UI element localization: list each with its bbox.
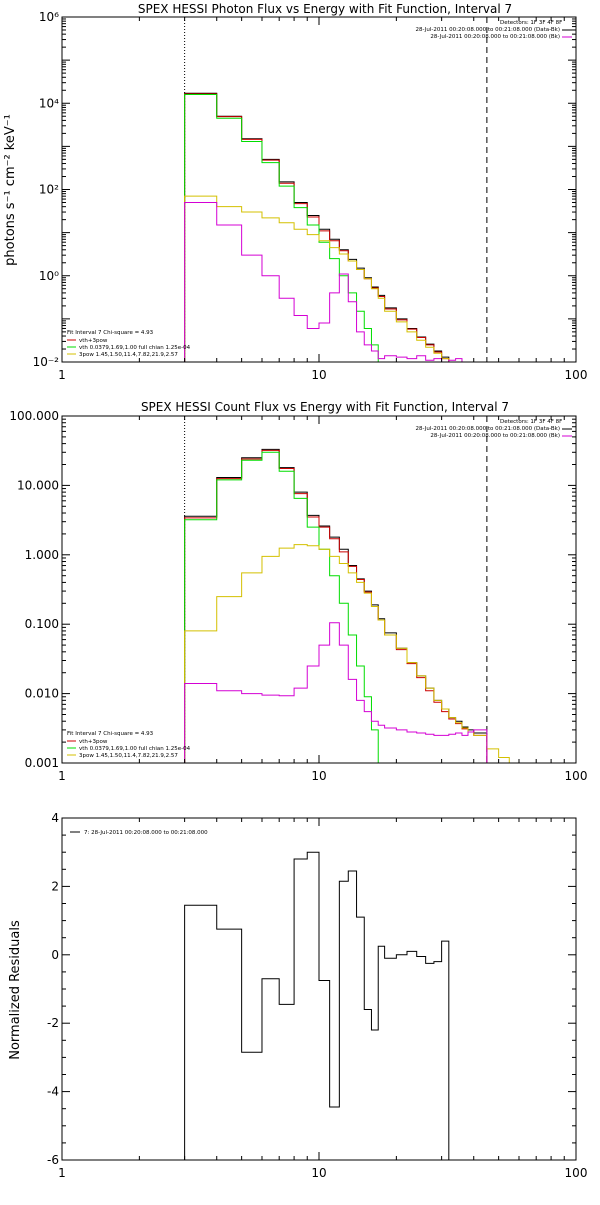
residuals-panel: 1 10 100 -6 -4 -2 0 2 4 Normalized Residuals 7: …	[8, 811, 587, 1180]
residuals-x-tick-label: 100	[565, 1166, 588, 1180]
residuals-series-7-28-jul-2011-00-20-08-000-to-00-21-08-000	[184, 851, 450, 1160]
photon-flux-x-tick-label: 100	[565, 368, 588, 382]
photon-flux-plot-frame	[61, 16, 577, 363]
residuals-y-tick-label: 0	[51, 948, 59, 962]
count-flux-y-tick-label: 1.000	[25, 548, 59, 562]
photon-flux-y-tick-label: 10²	[39, 183, 59, 197]
photon-flux-plot-area	[184, 17, 499, 362]
residuals-x-tick-label: 10	[311, 1166, 326, 1180]
count-flux-y-tick-label: 0.001	[25, 756, 59, 770]
residuals-axes: 1 10 100 -6 -4 -2 0 2 4	[47, 811, 587, 1180]
count-flux-title: SPEX HESSI Count Flux vs Energy with Fit…	[141, 400, 509, 414]
photon-flux-axes: 1 10 100 10⁻² 10⁰ 10² 10⁴ 10⁶	[33, 10, 588, 382]
count-flux-series-data-bk	[184, 448, 488, 763]
photon-flux-ylabel: photons s⁻¹ cm⁻² keV⁻¹	[3, 114, 18, 266]
photon-flux-series-group	[184, 17, 499, 362]
photon-flux-panel: SPEX HESSI Photon Flux vs Energy with Fi…	[3, 2, 587, 382]
count-flux-fit-header: Fit Interval 7 Chi-square = 4.93	[67, 731, 154, 737]
count-flux-x-tick-label: 10	[311, 769, 326, 783]
photon-flux-legend-bk-label: 28-Jul-2011 00:20:08.000 to 00:21:08.000…	[430, 34, 560, 40]
count-flux-series-vth	[184, 451, 487, 763]
photon-flux-detector-legend: Detectors: 1F 3F 4F 8F 28-Jul-2011 00:20…	[416, 20, 572, 40]
count-flux-y-tick-label: 0.010	[25, 687, 59, 701]
photon-flux-fit-total-label: vth+3pow	[79, 338, 108, 344]
count-flux-legend-data-label: 28-Jul-2011 00:20:08.000 to 00:21:08.000…	[416, 426, 561, 432]
residuals-legend: 7: 28-Jul-2011 00:20:08.000 to 00:21:08.…	[70, 830, 208, 836]
count-flux-detector-legend: Detectors: 1F 3F 4F 8F 28-Jul-2011 00:20…	[416, 419, 572, 439]
count-flux-fit-total-label: vth+3pow	[79, 739, 108, 745]
photon-flux-series-vth-3pow	[184, 93, 499, 362]
photon-flux-series-data-bk	[184, 92, 499, 362]
photon-flux-y-tick-label: 10⁶	[39, 10, 59, 24]
residuals-x-tick-label: 1	[58, 1166, 66, 1180]
count-flux-panel: SPEX HESSI Count Flux vs Energy with Fit…	[9, 400, 587, 783]
count-flux-series-3pow	[184, 544, 519, 763]
count-flux-series-group	[184, 416, 519, 763]
count-flux-series-vth-3pow	[184, 449, 488, 763]
count-flux-y-tick-label: 0.100	[25, 617, 59, 631]
photon-flux-series-3pow	[184, 195, 499, 362]
photon-flux-x-tick-label: 1	[58, 368, 66, 382]
residuals-y-tick-label: -4	[47, 1085, 59, 1099]
residuals-series-group	[184, 851, 450, 1160]
photon-flux-fit-header: Fit Interval 7 Chi-square = 4.93	[67, 330, 154, 336]
residuals-y-tick-label: 2	[51, 879, 59, 893]
residuals-legend-label: 7: 28-Jul-2011 00:20:08.000 to 00:21:08.…	[84, 830, 208, 836]
photon-flux-detectors-header: Detectors: 1F 3F 4F 8F	[500, 20, 562, 26]
count-flux-fit-3pow-label: 3pow 1.45,1.50,11.4,7.82,21.9,2.57	[79, 753, 178, 759]
photon-flux-y-tick-label: 10⁻²	[33, 355, 60, 369]
count-flux-legend-bk-label: 28-Jul-2011 00:20:08.000 to 00:21:08.000…	[430, 433, 560, 439]
photon-flux-legend-data-label: 28-Jul-2011 00:20:08.000 to 00:21:08.000…	[416, 27, 561, 33]
photon-flux-y-tick-label: 10⁴	[39, 96, 59, 110]
photon-flux-series-vth	[184, 93, 499, 362]
count-flux-series-bk	[184, 622, 488, 763]
photon-flux-fit-legend: Fit Interval 7 Chi-square = 4.93 vth+3po…	[67, 330, 191, 358]
residuals-plot-area	[184, 851, 450, 1160]
residuals-y-tick-label: -2	[47, 1016, 59, 1030]
photon-flux-fit-vth-label: vth 0.0379,1.69,1.00 full chian 1.25e-04	[79, 345, 191, 351]
photon-flux-y-tick-label: 10⁰	[39, 269, 59, 283]
photon-flux-x-tick-label: 10	[311, 368, 326, 382]
count-flux-x-tick-label: 100	[565, 769, 588, 783]
count-flux-plot-area	[184, 416, 519, 763]
count-flux-y-tick-label: 10.000	[17, 478, 59, 492]
count-flux-fit-legend: Fit Interval 7 Chi-square = 4.93 vth+3po…	[67, 731, 191, 759]
count-flux-x-tick-label: 1	[58, 769, 66, 783]
count-flux-detectors-header: Detectors: 1F 3F 4F 8F	[500, 419, 562, 425]
photon-flux-series-bk	[184, 201, 499, 362]
count-flux-fit-vth-label: vth 0.0379,1.69,1.00 full chian 1.25e-04	[79, 746, 191, 752]
residuals-y-tick-label: -6	[47, 1153, 59, 1167]
photon-flux-title: SPEX HESSI Photon Flux vs Energy with Fi…	[138, 2, 512, 16]
count-flux-plot-frame	[61, 415, 577, 764]
photon-flux-fit-3pow-label: 3pow 1.45,1.50,11.4,7.82,21.9,2.57	[79, 352, 178, 358]
count-flux-y-tick-label: 100.000	[9, 409, 59, 423]
count-flux-axes: 1 10 100 0.001 0.010 0.100 1.000 10.000 100.000	[9, 409, 587, 783]
residuals-ylabel: Normalized Residuals	[8, 920, 23, 1060]
residuals-y-tick-label: 4	[51, 811, 59, 825]
